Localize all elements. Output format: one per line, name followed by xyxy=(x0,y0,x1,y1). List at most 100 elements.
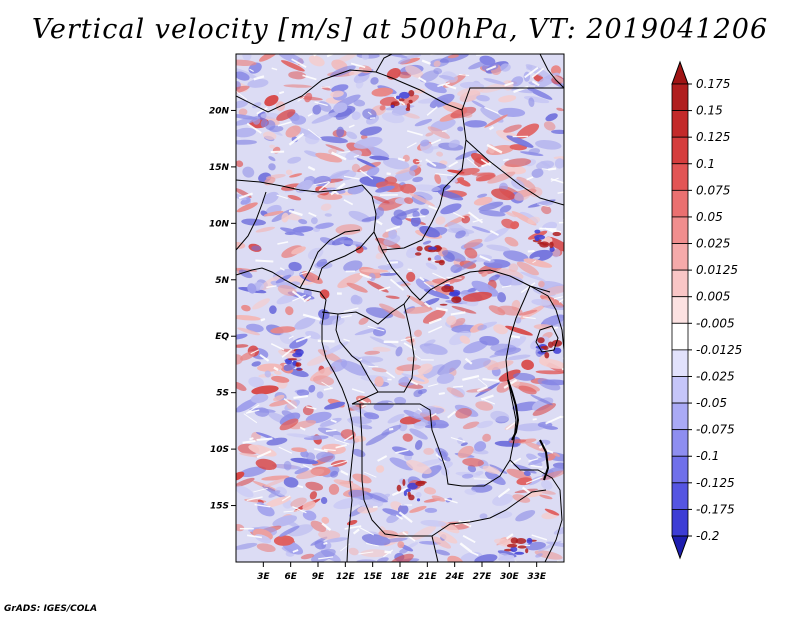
lon-tick-label: 30E xyxy=(500,572,520,582)
colorbar-label: -0.125 xyxy=(696,476,735,490)
colorbar-label: -0.005 xyxy=(696,316,735,330)
lon-tick-24E: 24E xyxy=(445,562,465,582)
lat-tick-5N: 5N xyxy=(215,276,236,286)
longitude-axis: 3E 6E 9E 12E 15E 18E 21E 24E 27E 30E 33E xyxy=(257,562,547,582)
red-sea-coast xyxy=(539,54,564,89)
lat-tick-10N: 10N xyxy=(209,219,236,229)
lat-tick-10S: 10S xyxy=(210,445,236,455)
colorbar-segment xyxy=(671,402,689,431)
colorbar-segment xyxy=(671,482,689,510)
country-borders xyxy=(236,54,564,562)
border-chad-car xyxy=(317,231,375,281)
map-title: Vertical velocity [m/s] at 500hPa, VT: 2… xyxy=(31,14,769,45)
lat-tick-5S: 5S xyxy=(216,389,236,399)
border-cameroon xyxy=(299,229,361,289)
colorbar-segment xyxy=(671,349,689,377)
credit-label: GrADS: IGES/COLA xyxy=(4,604,98,614)
colorbar-label: -0.025 xyxy=(696,369,735,383)
velocity-field xyxy=(236,54,564,562)
border-nigeria xyxy=(236,191,267,251)
lon-tick-12E: 12E xyxy=(336,562,356,582)
lat-tick-label: 20N xyxy=(209,106,230,116)
colorbar-bottom-arrow xyxy=(671,535,689,560)
colorbar-segment xyxy=(671,455,689,484)
coastline-west xyxy=(236,267,355,562)
colorbar-label: -0.0125 xyxy=(696,343,742,357)
colorbar-label: 0.0125 xyxy=(696,263,738,277)
colorbar-label: 0.05 xyxy=(696,210,723,224)
border-mozambique xyxy=(509,459,563,562)
colorbar-segment xyxy=(671,83,689,111)
lon-tick-9E: 9E xyxy=(312,562,325,582)
lat-tick-20N: 20N xyxy=(209,106,236,116)
lat-tick-label: EQ xyxy=(215,332,229,342)
colorbar-label: -0.175 xyxy=(696,502,735,516)
lon-tick-30E: 30E xyxy=(500,562,520,582)
border-congo-river xyxy=(321,295,411,325)
border-sahel xyxy=(236,179,377,233)
colorbar-label: 0.125 xyxy=(696,130,730,144)
colorbar-top-arrow xyxy=(671,60,689,85)
colorbar-segment xyxy=(671,376,689,404)
border-drc-east xyxy=(352,285,531,487)
lon-tick-label: 24E xyxy=(445,572,465,582)
lat-tick-label: 5S xyxy=(216,389,229,399)
lon-tick-label: 18E xyxy=(391,572,411,582)
lat-tick-EQ: EQ xyxy=(215,332,236,342)
latitude-axis: 20N 15N 10N 5N EQ 5S 10S 15S xyxy=(209,106,236,512)
lat-tick-15S: 15S xyxy=(210,502,236,512)
lat-tick-15N: 15N xyxy=(209,163,236,173)
colorbar-segment xyxy=(671,243,689,271)
colorbar-label: -0.2 xyxy=(696,529,719,543)
colorbar-label: 0.075 xyxy=(696,183,730,197)
colorbar-segment xyxy=(671,509,689,537)
lon-tick-label: 12E xyxy=(336,572,356,582)
colorbar-label: 0.1 xyxy=(696,157,715,171)
colorbar-segment xyxy=(671,216,689,244)
lon-tick-label: 27E xyxy=(473,572,493,582)
lon-tick-label: 33E xyxy=(527,572,547,582)
lat-tick-label: 10N xyxy=(209,219,230,229)
colorbar-segment xyxy=(671,269,689,298)
lon-tick-18E: 18E xyxy=(391,562,411,582)
lon-tick-3E: 3E xyxy=(257,562,270,582)
colorbar: 0.175 0.15 0.125 0.1 0.075 0.05 0.025 0.0125 0.0… xyxy=(671,60,742,560)
lon-tick-label: 6E xyxy=(284,572,297,582)
border-east xyxy=(465,139,564,206)
lat-tick-label: 10S xyxy=(210,445,229,455)
colorbar-label: 0.15 xyxy=(696,104,723,118)
lon-tick-33E: 33E xyxy=(527,562,547,582)
colorbar-label: -0.075 xyxy=(696,423,735,437)
border-zambia-south xyxy=(431,489,547,537)
border-tanzania xyxy=(529,285,564,351)
lat-tick-label: 15S xyxy=(210,502,229,512)
colorbar-label: -0.1 xyxy=(696,449,719,463)
border-angola-zambia xyxy=(359,403,439,562)
colorbar-segment xyxy=(671,296,689,324)
lon-tick-label: 9E xyxy=(312,572,325,582)
colorbar-segment xyxy=(671,136,689,165)
colorbar-segment xyxy=(671,110,689,138)
lake-malawi xyxy=(539,439,550,481)
map-panel: 3E 6E 9E 12E 15E 18E 21E 24E 27E 30E 33E 20N 15N 10N… xyxy=(209,53,565,582)
lake-tanganyika xyxy=(507,379,520,441)
lon-tick-label: 21E xyxy=(418,572,438,582)
lon-tick-6E: 6E xyxy=(284,562,298,582)
border-gabon xyxy=(335,313,379,393)
border-nile-basin xyxy=(461,87,564,111)
border-sudan-egypt xyxy=(375,54,393,73)
lat-tick-label: 15N xyxy=(209,163,230,173)
colorbar-label: -0.05 xyxy=(696,396,727,410)
colorbar-segment xyxy=(671,189,689,218)
border-drc-west xyxy=(351,303,415,405)
colorbar-segment xyxy=(671,322,689,351)
lon-tick-15E: 15E xyxy=(363,562,383,582)
lake-victoria xyxy=(535,325,559,353)
colorbar-label: 0.005 xyxy=(696,290,730,304)
colorbar-label: 0.025 xyxy=(696,237,730,251)
colorbar-label: 0.175 xyxy=(696,77,730,91)
lat-tick-label: 5N xyxy=(215,276,229,286)
border-car-south xyxy=(381,249,551,301)
colorbar-segment xyxy=(671,163,689,191)
